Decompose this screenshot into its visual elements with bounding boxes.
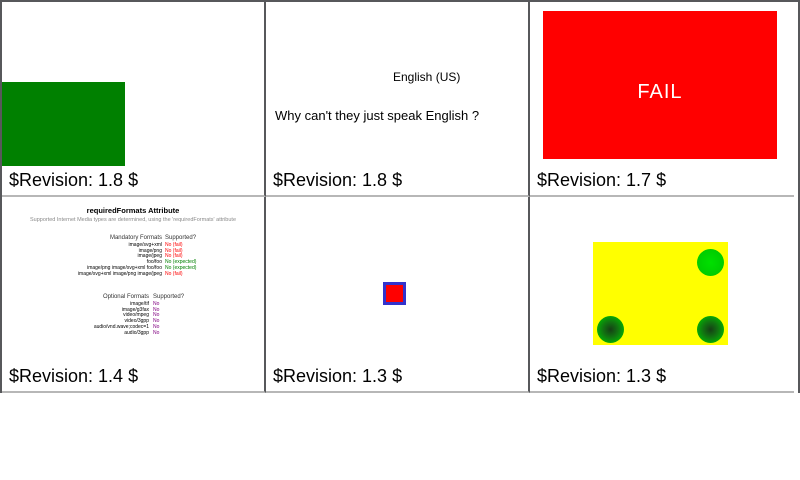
fail-rectangle: FAIL	[543, 11, 777, 159]
format-name: image/png image/svg+xml foo/foo	[87, 264, 162, 271]
format-result: No (fail)	[165, 242, 183, 248]
format-name: image/tif	[130, 301, 149, 307]
revision-label: $Revision: 1.8 $	[9, 170, 139, 190]
format-result: No	[153, 323, 160, 330]
revision-label: $Revision: 1.3 $	[273, 366, 403, 386]
column-header-formats: Mandatory Formats	[109, 235, 162, 241]
fail-label: FAIL	[637, 81, 683, 103]
revision-label: $Revision: 1.3 $	[537, 366, 667, 386]
test-results-grid: $Revision: 1.8 $ English (US) Why can't …	[0, 0, 800, 393]
table-row: video/mpeg No	[2, 313, 184, 319]
format-result: No	[153, 329, 160, 336]
format-name: image/g3fax	[121, 306, 149, 313]
format-name: foo/foo	[146, 259, 162, 266]
table-row: image/svg+xml No (fail)	[2, 242, 196, 249]
table-row: image/jpeg No (fail)	[2, 254, 196, 260]
test-cell-required-formats: requiredFormats Attribute Supported Inte…	[2, 197, 266, 393]
sentence-text: Why can't they just speak English ?	[275, 108, 480, 123]
format-result: No (fail)	[165, 253, 183, 260]
format-result: No	[153, 318, 160, 325]
locale-label: English (US)	[393, 70, 461, 84]
table-row: image/tif No	[2, 301, 184, 308]
column-header-formats: Optional Formats	[102, 294, 149, 300]
format-result: No (expected)	[165, 259, 197, 266]
revision-label: $Revision: 1.4 $	[9, 366, 139, 386]
required-formats-subtitle: Supported Internet Media types are deter…	[29, 217, 237, 223]
format-result: No	[153, 312, 160, 319]
table-row: video/3gpp No	[2, 318, 184, 325]
format-result: No	[153, 306, 160, 313]
green-circle-bottom-right	[697, 316, 724, 343]
format-name: image/jpeg	[137, 253, 162, 260]
test-cell-gradient-circles: $Revision: 1.3 $	[530, 197, 794, 393]
required-formats-title: requiredFormats Attribute	[86, 206, 180, 215]
format-result: No (expected)	[165, 264, 197, 271]
test-cell-fail: FAIL $Revision: 1.7 $	[530, 2, 794, 197]
format-name: image/png	[138, 247, 162, 254]
table-row: image/png image/svg+xml foo/foo No (expe…	[2, 264, 197, 272]
table-row: audio/vnd.wave;codec=1 No	[2, 323, 184, 331]
table-header: Mandatory Formats Supported?	[2, 235, 196, 242]
table-row: foo/foo No (expected)	[2, 259, 197, 266]
red-square-blue-border	[383, 282, 406, 305]
green-circle-bottom-left	[597, 316, 624, 343]
format-result: No (fail)	[165, 270, 183, 277]
table-row: audio/3gpp No	[2, 329, 184, 337]
table-header: Optional Formats Supported?	[2, 294, 184, 301]
format-result: No	[153, 301, 160, 307]
test-cell-english-text: English (US) Why can't they just speak E…	[266, 2, 530, 197]
optional-formats-table: Optional Formats Supported? image/tif No…	[2, 294, 184, 336]
table-row: image/g3fax No	[2, 306, 184, 314]
format-name: image/svg+xml image/png image/jpeg	[77, 270, 162, 277]
format-name: audio/vnd.wave;codec=1	[93, 323, 149, 330]
revision-label: $Revision: 1.7 $	[537, 170, 667, 190]
format-name: image/svg+xml	[128, 242, 162, 248]
empty-bottom-area	[0, 393, 800, 474]
format-result: No (fail)	[165, 247, 183, 254]
green-circle-top-right	[697, 249, 724, 276]
format-name: video/mpeg	[123, 312, 149, 319]
mandatory-formats-table: Mandatory Formats Supported? image/svg+x…	[2, 235, 196, 277]
format-name: audio/3gpp	[124, 329, 149, 336]
format-name: video/3gpp	[124, 318, 149, 325]
table-row: image/png No (fail)	[2, 247, 196, 255]
column-header-supported: Supported?	[153, 294, 185, 300]
test-cell-green-rect: $Revision: 1.8 $	[2, 2, 266, 197]
column-header-supported: Supported?	[165, 235, 197, 241]
revision-label: $Revision: 1.8 $	[273, 170, 403, 190]
table-row: image/svg+xml image/png image/jpeg No (f…	[2, 270, 196, 278]
green-rectangle	[2, 82, 125, 166]
test-cell-red-square: $Revision: 1.3 $	[266, 197, 530, 393]
